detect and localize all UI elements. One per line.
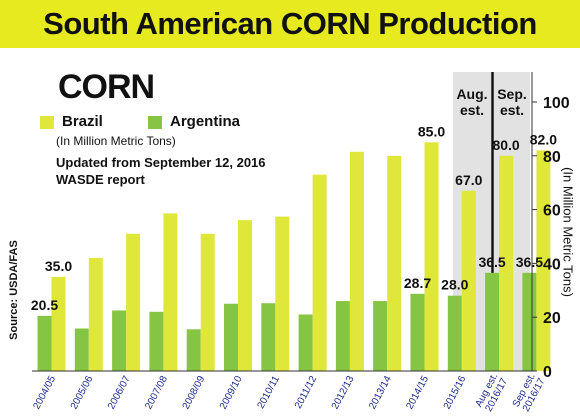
x-tick-label: 2007/08	[143, 374, 170, 411]
x-tick-label: Aug est.2016/17	[474, 371, 511, 414]
data-label-argentina: 20.5	[31, 297, 58, 313]
x-tick-label: 2004/05	[31, 374, 58, 411]
bar-argentina	[410, 293, 425, 371]
bar-argentina	[335, 301, 350, 371]
bar-argentina	[522, 272, 537, 371]
data-label-argentina: 28.0	[441, 277, 468, 293]
legend-swatch-brazil	[40, 116, 54, 129]
x-tick-label: 2006/07	[106, 374, 133, 411]
data-label-brazil: 82.0	[530, 131, 557, 147]
bar-brazil	[163, 213, 178, 371]
legend-label-argentina: Argentina	[170, 113, 241, 130]
bar-argentina	[298, 314, 313, 371]
bar-brazil	[461, 190, 476, 371]
bar-argentina	[37, 315, 52, 371]
bar-argentina	[485, 272, 500, 371]
bar-brazil	[275, 216, 290, 371]
data-label-argentina: 28.7	[404, 275, 431, 291]
y-tick-label: 60	[543, 203, 561, 220]
x-tick-label: 2005/06	[69, 374, 96, 411]
bar-brazil	[349, 151, 364, 371]
legend-label-brazil: Brazil	[62, 113, 103, 130]
y-tick-label: 100	[543, 95, 570, 112]
title-banner: South American CORN Production	[0, 0, 580, 48]
updated-note: Updated from September 12, 2016 WASDE re…	[56, 155, 266, 187]
bar-argentina	[373, 301, 388, 371]
units-note: (In Million Metric Tons)	[56, 134, 176, 148]
bar-argentina	[149, 311, 164, 371]
bar-argentina	[447, 295, 462, 371]
x-tick-label: 2010/11	[256, 374, 283, 411]
x-tick-label: 2011/12	[293, 374, 320, 411]
data-label-argentina: 36.5	[478, 254, 505, 270]
x-tick-label: 2009/10	[218, 374, 245, 411]
x-tick-label: 2012/13	[330, 374, 357, 411]
x-tick-label: 2013/14	[367, 374, 394, 411]
aug-estimate-label: Aug. est.	[456, 86, 488, 118]
y-axis-title: (In Million Metric Tons)	[560, 167, 576, 297]
bar-brazil	[51, 276, 66, 371]
x-tick-label: 2008/09	[181, 374, 208, 411]
x-tick-label: 2014/15	[404, 374, 431, 411]
bar-brazil	[200, 233, 215, 371]
corn-production-chart: 0 20 40 60 80 100 35.0 20.5 28.7 85.0 67.0 28.0 36.…	[31, 72, 570, 414]
legend-swatch-argentina	[148, 116, 162, 129]
crop-label: CORN	[58, 68, 155, 106]
bar-brazil	[126, 233, 141, 371]
y-tick-label: 0	[543, 364, 552, 381]
bar-argentina	[224, 303, 238, 371]
bar-brazil	[387, 155, 402, 371]
source-note: Source: USDA/FAS	[8, 240, 20, 340]
bar-argentina	[186, 329, 201, 371]
bar-brazil	[312, 174, 327, 371]
bar-argentina	[74, 328, 89, 371]
bar-brazil	[499, 155, 514, 371]
page-title: South American CORN Production	[43, 6, 537, 41]
y-tick-label: 40	[543, 256, 561, 273]
bar-brazil	[424, 142, 439, 371]
y-tick-label: 80	[543, 149, 561, 166]
data-label-brazil: 85.0	[418, 123, 445, 139]
bar-brazil	[536, 150, 551, 371]
y-tick-label: 20	[543, 310, 561, 327]
data-label-brazil: 35.0	[45, 258, 72, 274]
data-label-brazil: 80.0	[492, 137, 519, 153]
bar-brazil	[238, 220, 252, 371]
x-tick-label: 2015/16	[442, 374, 469, 411]
bar-argentina	[261, 303, 276, 371]
bar-argentina	[112, 310, 127, 371]
sep-estimate-label: Sep. est.	[497, 86, 527, 118]
data-label-argentina: 36.5	[516, 254, 543, 270]
bar-brazil	[88, 258, 103, 371]
data-label-brazil: 67.0	[455, 172, 482, 188]
